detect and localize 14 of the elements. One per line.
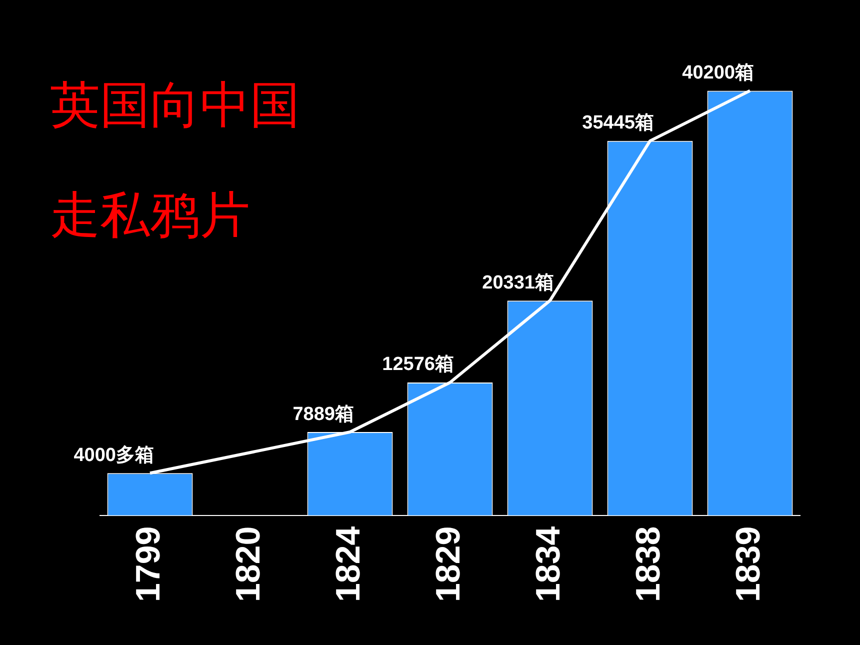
x-tick-label: 1820 — [229, 526, 268, 602]
x-tick-label: 1799 — [129, 526, 168, 602]
data-label: 7889箱 — [292, 404, 354, 425]
data-label: 35445箱 — [582, 112, 654, 134]
x-tick-label: 1839 — [729, 526, 768, 602]
data-label: 40200箱 — [682, 62, 754, 84]
x-tick-label: 1834 — [529, 526, 568, 602]
x-tick-label: 1829 — [429, 526, 468, 602]
data-label: 12576箱 — [382, 354, 454, 376]
data-label: 20331箱 — [482, 272, 554, 294]
text: 英国向中国走私鸦片 — [50, 75, 301, 246]
x-tick-label: 1824 — [329, 526, 368, 602]
data-label: 4000多箱 — [74, 444, 154, 466]
x-tick-label: 1838 — [629, 526, 668, 602]
